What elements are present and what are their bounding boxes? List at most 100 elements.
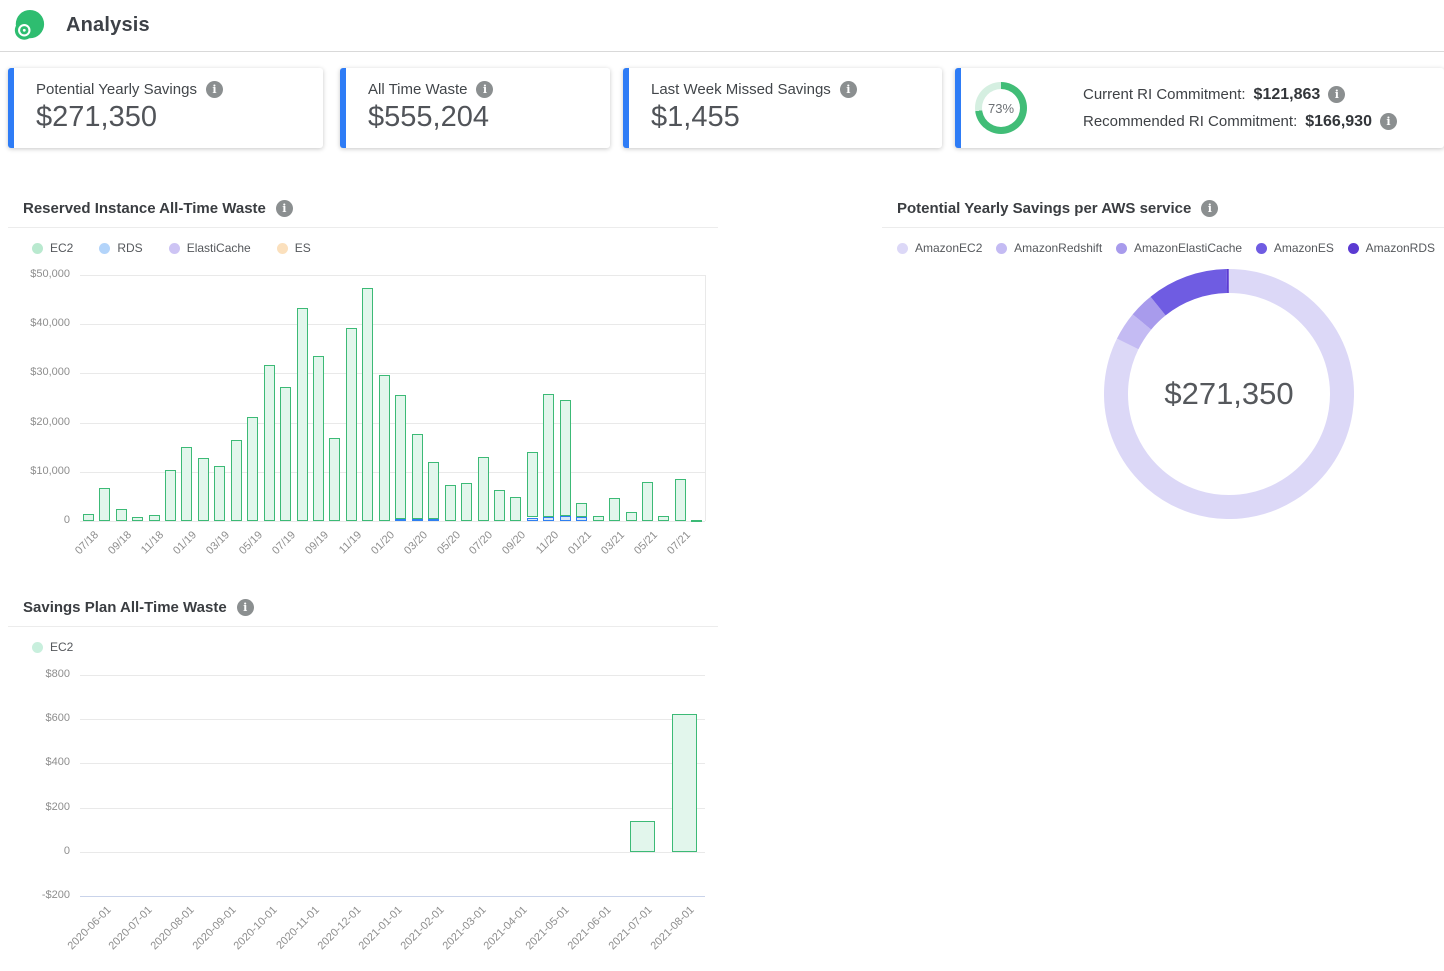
x-axis-label: 2020-09-01 <box>190 904 239 953</box>
bar-ec2-07/18[interactable] <box>82 513 94 521</box>
bar-ec2-08/21[interactable] <box>691 519 703 522</box>
bar-rds-02/20[interactable] <box>395 518 407 521</box>
commitment-rows: Current RI Commitment: $121,863 i Recomm… <box>1083 86 1397 131</box>
y-axis-label: 0 <box>63 514 70 526</box>
gridline <box>80 472 705 473</box>
bar-ec2-03/19[interactable] <box>214 465 226 521</box>
donut-slice-amazones[interactable] <box>1150 269 1228 316</box>
gridline <box>80 719 705 720</box>
bar-ec2-11/20[interactable] <box>543 394 555 517</box>
x-axis-label: 03/19 <box>204 529 233 557</box>
legend-item-rds[interactable]: RDS <box>99 241 143 255</box>
bar-ec2-10/19[interactable] <box>329 438 341 521</box>
donut-slice-amazonredshift[interactable] <box>1116 314 1152 350</box>
y-axis-label: 0 <box>63 845 70 857</box>
x-axis-label: 01/21 <box>566 529 595 557</box>
bar-ec2-2021-07-01[interactable] <box>630 820 655 852</box>
bar-ec2-09/18[interactable] <box>115 509 127 521</box>
legend-item-amazones[interactable]: AmazonES <box>1255 241 1334 255</box>
card-label-text: Last Week Missed Savings <box>651 81 831 98</box>
card-value: $1,455 <box>651 101 740 133</box>
legend-swatch <box>32 641 43 653</box>
bar-rds-01/21[interactable] <box>576 517 588 521</box>
legend-item-ec2[interactable]: EC2 <box>32 241 73 255</box>
gridline <box>80 373 705 374</box>
info-icon[interactable]: i <box>476 81 494 98</box>
bar-ec2-12/18[interactable] <box>165 470 176 521</box>
donut-slice-amazonec2[interactable] <box>1104 269 1354 519</box>
bar-ec2-11/18[interactable] <box>148 514 160 521</box>
x-axis-label: 07/18 <box>72 529 101 557</box>
legend-item-es[interactable]: ES <box>276 241 311 255</box>
y-axis-label: $200 <box>45 801 70 813</box>
bar-ec2-08/20[interactable] <box>493 490 505 521</box>
legend-item-amazonredshift[interactable]: AmazonRedshift <box>996 241 1102 255</box>
bar-ec2-03/21[interactable] <box>609 498 620 521</box>
bar-ec2-06/19[interactable] <box>263 365 275 521</box>
bar-ec2-08/19[interactable] <box>296 307 308 521</box>
legend-item-amazonec2[interactable]: AmazonEC2 <box>897 241 982 255</box>
stat-card-ri-commitment: 73% Current RI Commitment: $121,863 i Re… <box>955 68 1444 148</box>
bar-ec2-03/20[interactable] <box>411 433 423 519</box>
bar-ec2-11/19[interactable] <box>345 328 357 521</box>
x-axis-label: 05/21 <box>631 529 660 557</box>
bar-rds-04/20[interactable] <box>428 518 440 521</box>
bar-ec2-02/19[interactable] <box>197 457 209 521</box>
bar-rds-03/20[interactable] <box>411 518 423 521</box>
legend-label: RDS <box>117 241 143 255</box>
bar-ec2-04/21[interactable] <box>625 512 637 521</box>
info-icon[interactable]: i <box>1328 86 1346 103</box>
bar-ec2-06/21[interactable] <box>658 515 670 521</box>
bar-ec2-07/19[interactable] <box>280 387 292 521</box>
bar-ec2-05/19[interactable] <box>247 416 259 521</box>
x-axis-label: 09/19 <box>303 529 331 557</box>
bar-ec2-07/20[interactable] <box>477 457 489 521</box>
bar-ec2-04/19[interactable] <box>230 440 242 521</box>
commitment-row-current: Current RI Commitment: $121,863 i <box>1083 86 1397 104</box>
donut-slice-amazonelasticache[interactable] <box>1132 296 1166 330</box>
legend-label: EC2 <box>50 241 74 255</box>
legend-item-amazonelasticache[interactable]: AmazonElastiCache <box>1115 241 1242 255</box>
x-axis-label: 05/20 <box>434 529 463 557</box>
bar-ec2-10/20[interactable] <box>526 452 538 518</box>
legend-swatch <box>1115 242 1127 254</box>
bar-ec2-01/19[interactable] <box>181 446 193 521</box>
chart-title-row: Savings Plan All-Time Waste i <box>8 592 718 627</box>
bar-ec2-04/20[interactable] <box>428 462 440 519</box>
legend-item-amazonrds[interactable]: AmazonRDS <box>1347 241 1435 255</box>
bar-ec2-06/20[interactable] <box>461 482 472 521</box>
donut-chart: $271,350 <box>1104 269 1354 519</box>
bar-ec2-05/20[interactable] <box>444 485 456 521</box>
bar-ec2-10/18[interactable] <box>132 516 144 521</box>
bar-ec2-07/21[interactable] <box>674 478 686 521</box>
bar-ec2-02/20[interactable] <box>395 394 407 519</box>
legend-item-ec2[interactable]: EC2 <box>32 640 73 654</box>
bar-ec2-05/21[interactable] <box>641 482 653 521</box>
info-icon[interactable]: i <box>236 599 254 616</box>
bar-ec2-01/21[interactable] <box>576 502 588 518</box>
info-icon[interactable]: i <box>275 200 293 217</box>
info-icon[interactable]: i <box>205 81 223 98</box>
bar-ec2-12/20[interactable] <box>559 399 571 516</box>
gridline <box>80 808 705 809</box>
bar-rds-12/20[interactable] <box>559 515 571 521</box>
info-icon[interactable]: i <box>1201 200 1219 217</box>
commitment-value: $166,930 <box>1305 112 1372 130</box>
bar-ec2-08/18[interactable] <box>99 487 111 521</box>
bar-ec2-01/20[interactable] <box>378 374 390 521</box>
bar-ec2-09/19[interactable] <box>313 355 324 521</box>
bar-ec2-12/19[interactable] <box>362 288 374 521</box>
donut-svg <box>1104 269 1354 519</box>
legend-item-elasticache[interactable]: ElastiCache <box>168 241 251 255</box>
bar-ec2-09/20[interactable] <box>510 497 522 521</box>
commitment-value: $121,863 <box>1253 85 1321 103</box>
bar-rds-11/20[interactable] <box>543 516 555 521</box>
x-axis-label: 2021-02-01 <box>398 904 447 953</box>
bar-rds-10/20[interactable] <box>526 517 538 521</box>
commitment-label: Recommended RI Commitment: <box>1083 113 1298 130</box>
bar-ec2-02/21[interactable] <box>592 515 604 521</box>
info-icon[interactable]: i <box>1379 113 1397 130</box>
info-icon[interactable]: i <box>839 81 857 98</box>
bar-ec2-2021-08-01[interactable] <box>671 713 697 852</box>
card-label-text: All Time Waste <box>368 81 468 98</box>
